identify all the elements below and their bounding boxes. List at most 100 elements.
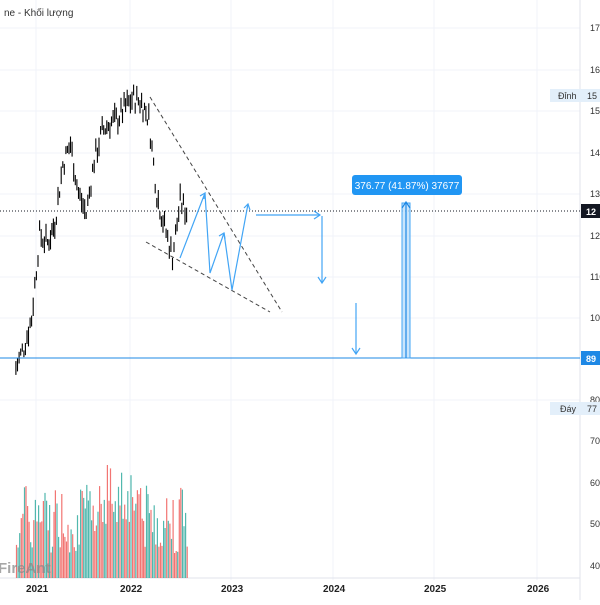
volume-axis[interactable]: 70 60 50 40	[590, 436, 600, 571]
volume-bar	[65, 541, 68, 578]
volume-bar	[183, 526, 185, 578]
volume-bar	[22, 513, 24, 578]
volume-bar	[106, 465, 108, 578]
volume-bar	[73, 547, 75, 578]
volume-bar	[177, 551, 179, 578]
time-axis[interactable]: 2021 2022 2023 2024 2025 2026	[26, 584, 550, 595]
volume-bar	[128, 521, 130, 578]
volume-bar	[170, 538, 173, 578]
volume-bar	[125, 519, 127, 578]
volume-bar	[99, 486, 101, 578]
volume-bar	[70, 529, 72, 578]
volume-bar	[111, 503, 113, 578]
volume-bar	[33, 520, 35, 578]
volume-bar	[132, 497, 134, 578]
volume-bar	[164, 528, 166, 578]
volume-tick-70: 70	[590, 436, 600, 446]
volume-bar	[75, 550, 77, 578]
volume-bar	[92, 505, 94, 578]
volume-bar	[136, 490, 138, 578]
peak-badge-label: Đỉnh	[558, 91, 577, 101]
volume-bar	[141, 518, 143, 578]
volume-bar	[148, 513, 150, 578]
volume-bar	[72, 534, 74, 578]
volume-bar	[47, 530, 49, 578]
volume-bar	[44, 492, 46, 578]
volume-bar	[25, 486, 27, 578]
peak-badge-value: 15	[587, 91, 597, 101]
indicator-title[interactable]: ne - Khối lượng	[4, 8, 74, 19]
volume-bar	[167, 520, 169, 578]
volume-bar	[61, 494, 63, 578]
volume-bar	[27, 506, 29, 578]
volume-bar	[155, 544, 157, 578]
zigzag-arrowheads	[199, 191, 251, 240]
volume-bar	[46, 500, 48, 578]
time-tick-2021: 2021	[26, 584, 49, 595]
grid	[0, 0, 580, 580]
volume-bar	[147, 494, 149, 578]
volume-bar	[86, 484, 88, 578]
volume-bar	[28, 521, 30, 578]
volume-bar	[50, 552, 52, 578]
volume-bar	[69, 552, 71, 578]
volume-bar	[53, 511, 55, 578]
horizontal-arrowhead	[313, 210, 322, 220]
price-axis[interactable]: 170 160 150 140 130 120 110 100 80	[590, 23, 600, 405]
volume-bar	[30, 542, 32, 578]
time-tick-2025: 2025	[424, 584, 447, 595]
measure-label: 376.77 (41.87%) 37677	[355, 181, 460, 192]
volume-bar	[108, 500, 110, 578]
volume-bar	[95, 525, 97, 578]
price-tick-170: 170	[590, 23, 600, 33]
volume-bar	[41, 521, 43, 578]
volume-bar	[34, 499, 36, 578]
volume-bar	[62, 533, 64, 578]
time-tick-2022: 2022	[120, 584, 143, 595]
volume-bar	[15, 544, 18, 578]
zigzag-projection[interactable]	[179, 192, 249, 291]
volume-bar	[20, 518, 22, 578]
volume-bar	[78, 544, 80, 578]
volume-bar	[83, 497, 85, 578]
volume-bar	[163, 520, 165, 578]
volume-bars	[15, 465, 188, 578]
volume-bar	[124, 504, 126, 578]
price-tick-80: 80	[590, 395, 600, 405]
volume-bar	[144, 546, 146, 578]
volume-bar	[58, 536, 60, 578]
volume-bar	[145, 485, 148, 578]
volume-bar	[17, 547, 19, 578]
volume-bar	[31, 547, 33, 578]
volume-bar	[54, 490, 56, 578]
support-badge: 89	[581, 351, 600, 365]
volume-bar	[119, 505, 121, 578]
volume-bar	[169, 523, 171, 578]
volume-bar	[56, 503, 58, 578]
volume-bar	[140, 488, 142, 578]
volume-bar	[133, 510, 135, 578]
lower-trendline[interactable]	[145, 241, 271, 313]
volume-bar	[80, 489, 82, 578]
price-tick-130: 130	[590, 189, 600, 199]
volume-bar	[166, 498, 168, 578]
volume-bar	[84, 508, 86, 578]
volume-bar	[94, 531, 96, 578]
volume-bar	[143, 520, 145, 578]
upper-trendline[interactable]	[149, 96, 283, 313]
volume-bar	[102, 522, 104, 578]
volume-bar	[116, 522, 118, 578]
volume-bar	[81, 491, 83, 578]
volume-bar	[38, 505, 40, 578]
volume-bar	[122, 518, 124, 578]
volume-bar	[49, 505, 51, 578]
volume-bar	[97, 511, 99, 578]
peak-badge: Đỉnh 15	[550, 89, 600, 102]
volume-bar	[109, 468, 112, 578]
volume-bar	[175, 551, 177, 578]
volume-bar	[51, 546, 54, 578]
volume-bar	[159, 542, 162, 578]
volume-bar	[59, 547, 61, 578]
